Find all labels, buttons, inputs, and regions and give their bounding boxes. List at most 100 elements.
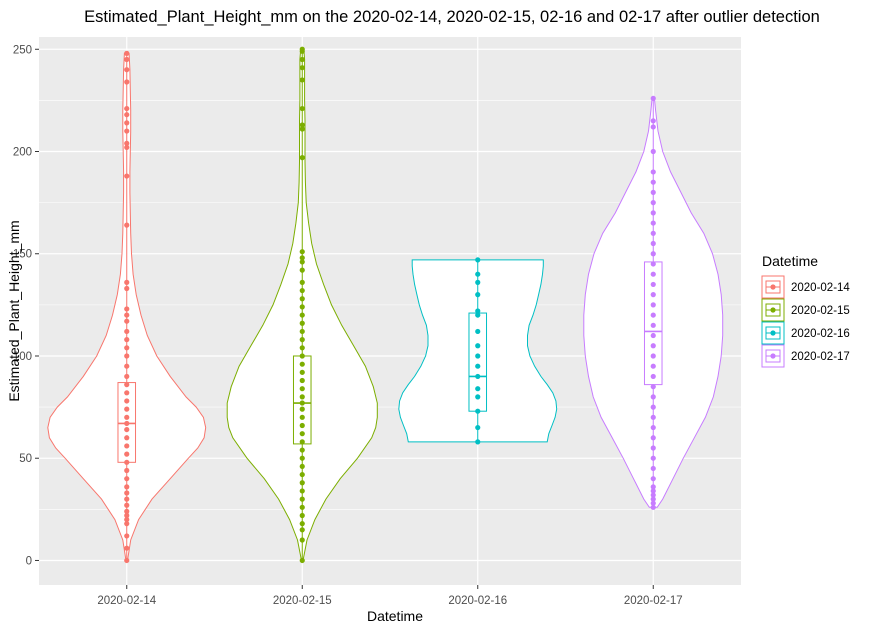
data-point xyxy=(475,408,481,414)
data-point xyxy=(475,386,481,392)
data-point xyxy=(299,463,305,470)
data-point xyxy=(650,445,656,451)
data-point xyxy=(299,422,305,429)
data-point xyxy=(650,353,656,359)
data-point xyxy=(650,424,656,431)
x-tick-label: 2020-02-17 xyxy=(624,595,683,607)
legend-key-point xyxy=(770,284,776,290)
data-point xyxy=(650,332,656,339)
data-point xyxy=(124,328,130,335)
legend-key-point xyxy=(770,353,776,359)
axes: 0 50 100 150 200 250 2020-02-14 2020-02-15 2020-… xyxy=(13,44,683,607)
x-tick-label: 2020-02-15 xyxy=(273,595,332,607)
data-point xyxy=(299,259,305,265)
data-point xyxy=(124,476,130,482)
data-point xyxy=(299,126,305,132)
data-point xyxy=(650,465,656,472)
y-axis-title: Estimated_Plant_Height_mm xyxy=(6,220,22,401)
y-tick-label: 50 xyxy=(19,453,32,465)
data-point xyxy=(299,353,305,359)
data-point xyxy=(299,488,305,494)
data-point xyxy=(299,122,305,128)
data-point xyxy=(299,56,305,63)
y-tick-label: 250 xyxy=(13,44,32,56)
data-point xyxy=(299,105,305,112)
data-point xyxy=(650,476,656,482)
data-point xyxy=(299,77,305,83)
data-point xyxy=(299,557,305,564)
data-point xyxy=(650,210,656,216)
data-point xyxy=(124,312,130,318)
legend-label-2020-02-15: 2020-02-15 xyxy=(791,305,850,317)
data-point xyxy=(299,320,305,326)
data-point xyxy=(650,363,656,369)
data-point xyxy=(650,220,656,226)
data-point xyxy=(650,302,656,308)
data-point xyxy=(124,56,130,63)
data-point xyxy=(299,400,305,406)
data-point xyxy=(650,488,656,494)
data-point xyxy=(124,484,130,490)
data-point xyxy=(124,512,130,519)
data-point xyxy=(299,480,305,486)
data-point xyxy=(299,249,305,255)
data-point xyxy=(299,287,305,294)
data-point xyxy=(650,118,656,124)
data-point xyxy=(124,533,130,539)
data-point xyxy=(475,424,481,431)
x-tick-label: 2020-02-16 xyxy=(448,595,507,607)
data-point xyxy=(650,124,656,130)
data-point xyxy=(299,328,305,335)
data-point xyxy=(650,95,656,101)
data-point xyxy=(299,345,305,351)
data-point xyxy=(299,304,305,310)
data-point xyxy=(124,459,130,465)
data-point xyxy=(650,373,656,380)
data-point xyxy=(650,500,656,506)
x-tick-label: 2020-02-14 xyxy=(97,595,156,607)
data-point xyxy=(299,377,305,384)
data-point xyxy=(475,292,481,298)
data-point xyxy=(475,373,481,380)
data-point xyxy=(650,292,656,298)
data-point xyxy=(650,484,656,490)
data-point xyxy=(475,394,481,400)
legend-key-point xyxy=(770,330,776,336)
data-point xyxy=(124,398,130,404)
data-point xyxy=(124,279,130,285)
y-tick-label: 0 xyxy=(26,555,32,567)
data-point xyxy=(650,271,656,277)
data-point xyxy=(475,363,481,369)
data-point xyxy=(124,545,130,551)
data-point xyxy=(299,279,305,285)
data-point xyxy=(124,467,130,474)
data-point xyxy=(124,285,130,292)
data-point xyxy=(124,128,130,134)
y-tick-label: 150 xyxy=(13,249,32,261)
data-point xyxy=(299,386,305,392)
data-point xyxy=(299,527,305,533)
data-points xyxy=(124,46,656,564)
data-point xyxy=(650,504,656,510)
legend-key-point xyxy=(770,307,776,313)
data-point xyxy=(299,46,305,52)
data-point xyxy=(124,105,130,112)
data-point xyxy=(299,537,305,543)
data-point xyxy=(124,353,130,359)
data-point xyxy=(475,343,481,349)
data-point xyxy=(475,328,481,335)
x-axis-title: Datetime xyxy=(367,608,423,624)
data-point xyxy=(124,345,130,351)
legend-label-2020-02-16: 2020-02-16 xyxy=(791,328,850,340)
data-point xyxy=(299,255,305,261)
data-point xyxy=(124,502,130,508)
data-point xyxy=(650,322,656,328)
data-point xyxy=(299,414,305,420)
data-point xyxy=(650,414,656,420)
data-point xyxy=(650,343,656,349)
data-point xyxy=(124,306,130,312)
data-point xyxy=(650,230,656,236)
data-point xyxy=(650,148,656,155)
data-point xyxy=(299,521,305,527)
